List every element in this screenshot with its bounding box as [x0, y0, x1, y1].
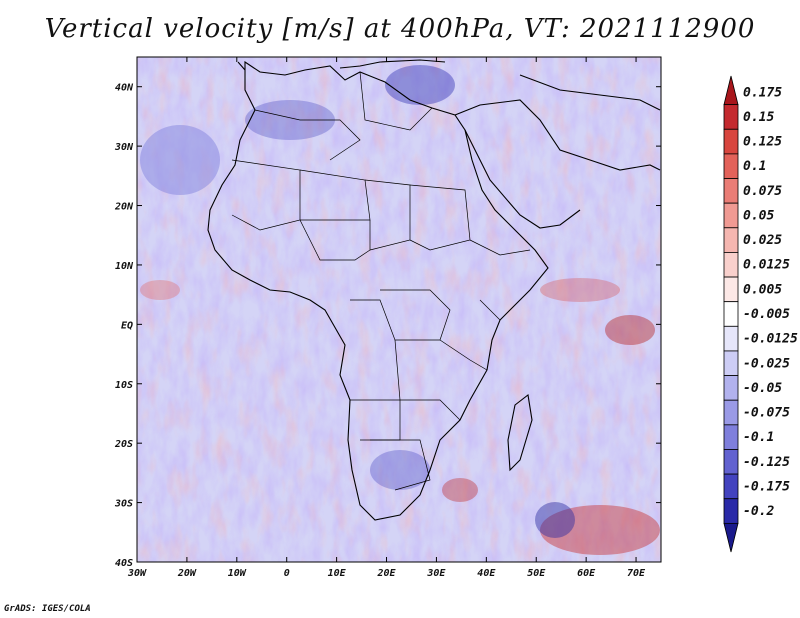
chart-title: Vertical velocity [m/s] at 400hPa, VT: 2…: [44, 14, 756, 44]
lat-tick-label: 10S: [115, 380, 133, 391]
colorbar-label: 0.175: [743, 85, 782, 100]
lon-tick-label: 30E: [426, 568, 446, 579]
colorbar-cell: [723, 75, 739, 106]
colorbar: 0.175 0.15 0.125 0.1 0.075 0.05 0.025 0.0125 0.0…: [723, 75, 798, 553]
colorbar-cell: [723, 473, 739, 500]
colorbar-label: -0.175: [743, 479, 790, 494]
colorbar-cell: [723, 325, 739, 352]
colorbar-label: 0.1: [743, 159, 766, 174]
lon-tick-label: 60E: [577, 568, 596, 579]
lat-tick-label: 30N: [114, 142, 134, 153]
lat-tick-label: 40S: [115, 558, 133, 569]
colorbar-label: 0.05: [743, 208, 774, 223]
colorbar-label: 0.0125: [743, 258, 790, 273]
colorbar-cell: [723, 104, 739, 130]
velocity-field: [137, 57, 661, 562]
lon-tick-label: 40E: [477, 568, 496, 579]
credit-text: GrADS: IGES/COLA: [4, 604, 91, 614]
plot-frame: [136, 56, 662, 563]
lon-tick-label: 70E: [627, 568, 646, 579]
colorbar-label: -0.005: [743, 307, 790, 322]
lat-axis: 40N 30N 20N 10N EQ 10S 20S 30S 40S: [114, 83, 661, 569]
colorbar-label: -0.2: [743, 504, 774, 519]
lon-tick-label: 10W: [228, 568, 247, 579]
colorbar-label: -0.0125: [743, 332, 798, 347]
colorbar-label: 0.005: [743, 282, 782, 297]
colorbar-cell: [723, 178, 739, 204]
colorbar-cell: [723, 375, 739, 401]
colorbar-label: 0.025: [743, 233, 782, 248]
lat-tick-label: EQ: [121, 320, 133, 331]
colorbar-cell: [723, 424, 739, 450]
colorbar-cell: [723, 276, 739, 303]
lon-tick-label: 0: [284, 568, 290, 579]
lon-axis: 30W 20W 10W 0 10E 20E 30E 40E 50E 60E 70E: [127, 57, 646, 579]
lon-tick-label: 10E: [328, 568, 347, 579]
colorbar-cell: [723, 399, 739, 426]
lat-tick-label: 40N: [115, 83, 134, 94]
colorbar-cell: [723, 153, 739, 179]
colorbar-cell: [723, 128, 739, 155]
colorbar-cell: [723, 522, 739, 553]
coastlines: [207, 59, 661, 521]
colorbar-cell: [723, 301, 739, 327]
colorbar-cell: [723, 202, 739, 229]
colorbar-label: 0.075: [743, 184, 782, 199]
colorbar-cell: [723, 498, 739, 524]
lat-tick-label: 30S: [114, 499, 133, 510]
colorbar-cell: [723, 350, 739, 376]
colorbar-label: -0.025: [743, 356, 790, 371]
lon-tick-label: 20W: [177, 568, 197, 579]
colorbar-label: -0.1: [743, 430, 774, 445]
lat-tick-label: 10N: [115, 261, 134, 272]
country-borders: [231, 71, 531, 491]
colorbar-label: 0.125: [743, 135, 782, 150]
lat-tick-label: 20S: [114, 439, 133, 450]
lon-tick-label: 50E: [527, 568, 546, 579]
colorbar-label: -0.075: [743, 406, 790, 421]
colorbar-cell: [723, 252, 739, 278]
lat-tick-label: 20N: [114, 202, 134, 213]
colorbar-label: -0.125: [743, 455, 790, 470]
colorbar-cell: [723, 227, 739, 253]
colorbar-label: 0.15: [743, 110, 774, 125]
colorbar-label: -0.05: [743, 381, 782, 396]
lon-tick-label: 20E: [376, 568, 396, 579]
colorbar-cell: [723, 449, 739, 475]
lon-tick-label: 30W: [127, 568, 147, 579]
